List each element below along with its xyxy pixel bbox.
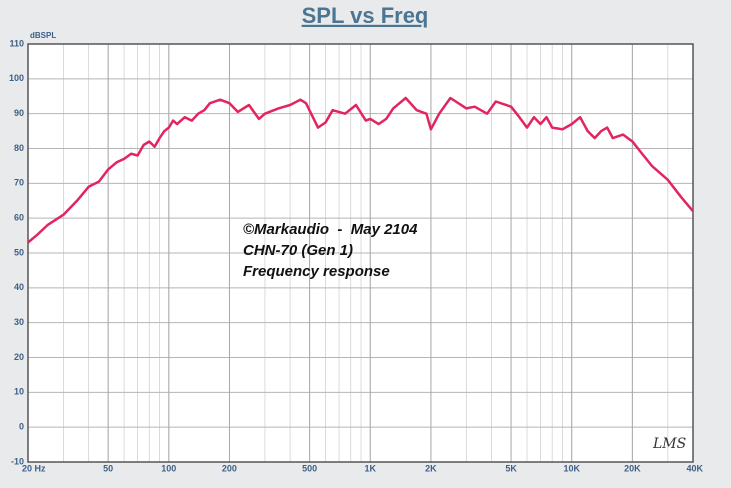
y-tick-label: 60 xyxy=(14,213,24,223)
x-tick-label: 50 xyxy=(103,463,113,473)
watermark: LMS xyxy=(652,436,686,452)
x-tick-label: 20 Hz xyxy=(22,463,46,473)
x-tick-label: 1K xyxy=(365,463,377,473)
annotation: CHN-70 (Gen 1) xyxy=(243,242,353,259)
y-tick-label: 90 xyxy=(14,108,24,118)
y-tick-label: 30 xyxy=(14,317,24,327)
y-tick-label: 70 xyxy=(14,178,24,188)
x-tick-label: 500 xyxy=(302,463,317,473)
x-tick-label: 10K xyxy=(563,463,580,473)
y-tick-label: 110 xyxy=(9,38,24,48)
y-tick-label: 100 xyxy=(9,73,24,83)
x-tick-label: 200 xyxy=(222,463,237,473)
y-tick-label: -10 xyxy=(11,456,24,466)
chart-title: SPL vs Freq xyxy=(302,3,429,28)
y-tick-label: 80 xyxy=(14,143,24,153)
x-tick-label: 2K xyxy=(425,463,437,473)
y-axis-label: dBSPL xyxy=(30,31,56,40)
x-tick-label: 40K xyxy=(686,463,703,473)
y-tick-label: 20 xyxy=(14,352,24,362)
x-tick-label: 100 xyxy=(161,463,176,473)
y-tick-label: 0 xyxy=(19,422,24,432)
annotation: ©Markaudio - May 2104 xyxy=(243,221,418,238)
y-tick-label: 40 xyxy=(14,282,24,292)
y-tick-label: 50 xyxy=(14,247,24,257)
plot-border xyxy=(27,43,694,463)
y-tick-label: 10 xyxy=(14,387,24,397)
x-tick-label: 5K xyxy=(505,463,517,473)
x-tick-label: 20K xyxy=(624,463,641,473)
annotation: Frequency response xyxy=(243,263,390,280)
response-line xyxy=(27,96,694,244)
